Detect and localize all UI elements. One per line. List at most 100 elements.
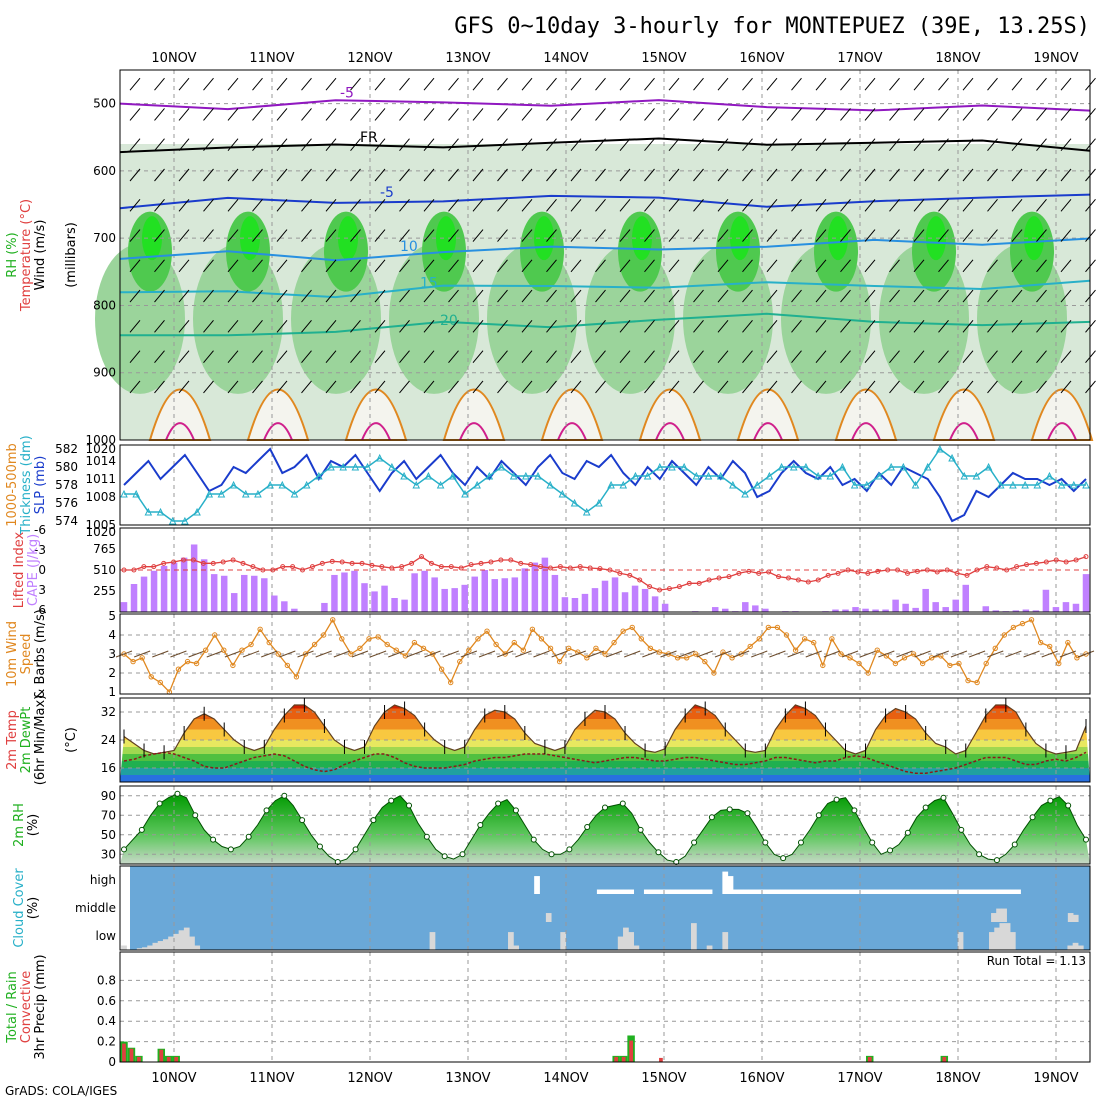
precip-convective-bar [659, 1057, 663, 1062]
wind-barb [497, 259, 508, 273]
wind-barb [227, 259, 239, 273]
thickness-point [229, 480, 238, 489]
wind-barb [815, 108, 827, 121]
wind-speed-point [593, 645, 599, 651]
wind-barb [668, 77, 680, 91]
rh-point [904, 829, 911, 836]
wind-barb [766, 198, 778, 212]
wind-barb [840, 380, 851, 394]
thickness-point [570, 498, 579, 507]
wind-barb [913, 77, 925, 91]
surface-wind-barb [1005, 650, 1022, 658]
wind-barb [987, 77, 998, 91]
wind-speed-point [892, 660, 899, 667]
hot-surface-isotherm [949, 422, 979, 441]
rh-point [1011, 841, 1018, 848]
panel-cape-li: -6 -3 0 3 6 1020 765 510 255 Lifted Index CAPE (J/… [12, 523, 1091, 617]
wind-barb [399, 380, 410, 394]
cape-bar [742, 602, 749, 612]
cape-bar [210, 574, 218, 612]
thickness-point [181, 516, 189, 525]
cape-bar [371, 591, 378, 612]
thickness-point [302, 480, 311, 489]
wind-barb [693, 380, 704, 394]
cape-bar [641, 588, 649, 612]
wind-speed-point [502, 651, 508, 657]
rh-point [958, 826, 965, 833]
wind-speed-point [629, 624, 635, 631]
cape-bar [441, 588, 448, 612]
wind-barb [1036, 77, 1047, 91]
date-label-top: 10NOV [151, 51, 196, 66]
wind-barb [864, 198, 876, 212]
rh-point [1047, 797, 1054, 804]
cloud-cell-high [800, 889, 807, 894]
li-point [914, 568, 920, 574]
cape-bar [391, 598, 398, 612]
wind-speed-point [511, 639, 517, 646]
wind-barb [325, 229, 337, 242]
cape-bar [351, 570, 358, 612]
wind-barb [399, 289, 410, 303]
wind-barb [595, 320, 606, 333]
wind-barb [472, 289, 484, 303]
thickness-point [315, 471, 323, 480]
li-point [766, 569, 772, 575]
li-point [200, 560, 206, 566]
wind-speed-point [584, 655, 590, 661]
wind-speed-point [320, 632, 327, 638]
wind-speed-point [193, 660, 200, 667]
wind-barb [301, 380, 312, 394]
thickness-point [412, 480, 421, 489]
wind-barb [987, 108, 998, 121]
li-point [419, 554, 425, 560]
wind-speed-point [202, 647, 209, 653]
wind-barb [325, 259, 337, 273]
wind-barb [423, 229, 435, 242]
li-point [984, 564, 990, 570]
wind-barb [203, 168, 214, 182]
wind-barb [252, 229, 263, 242]
wind-speed-point [856, 660, 862, 667]
ylabel-part: 2m RH [12, 803, 27, 847]
wind-barb [987, 380, 998, 394]
wind-speed-point [729, 655, 735, 661]
wind-barb [497, 198, 508, 212]
wind-barb [766, 138, 778, 152]
wind-barb [1060, 108, 1072, 121]
panel-frame [119, 613, 1091, 695]
cape-bar [661, 603, 669, 612]
wind-barb [840, 289, 851, 303]
y-tick-label: high [90, 873, 116, 887]
wind-speed-point [348, 651, 354, 657]
wind-barb [742, 320, 753, 333]
wind-speed-point [865, 670, 871, 676]
wind-barb [276, 108, 288, 121]
wind-barb [276, 198, 288, 212]
cape-bar [942, 607, 949, 612]
wind-barb [1036, 350, 1047, 363]
wind-barb [154, 168, 165, 182]
panel-frame [119, 444, 1091, 526]
y-tick-label: 0.2 [97, 1035, 116, 1049]
wind-barb [668, 259, 680, 273]
cloud-cell-low [989, 932, 995, 950]
rh-point [210, 836, 217, 843]
surface-wind-barb [533, 650, 550, 658]
cloud-cell-high [921, 889, 927, 894]
wind-speed-point [538, 636, 545, 642]
thickness-point [327, 462, 335, 471]
wind-barb [472, 198, 484, 212]
wind-barb [227, 229, 239, 242]
thickness-point [887, 462, 895, 471]
thickness-point [448, 471, 457, 480]
y-tick-label: 800 [93, 298, 116, 312]
cape-bar [1012, 610, 1020, 612]
cloud-cell-high [607, 889, 614, 894]
cloud-cell-low [162, 939, 169, 950]
wind-barb [448, 108, 459, 121]
cloud-cell-high [790, 889, 797, 894]
wind-barb [987, 229, 998, 242]
wind-speed-point [565, 645, 572, 651]
cloud-cell-low [136, 948, 143, 950]
